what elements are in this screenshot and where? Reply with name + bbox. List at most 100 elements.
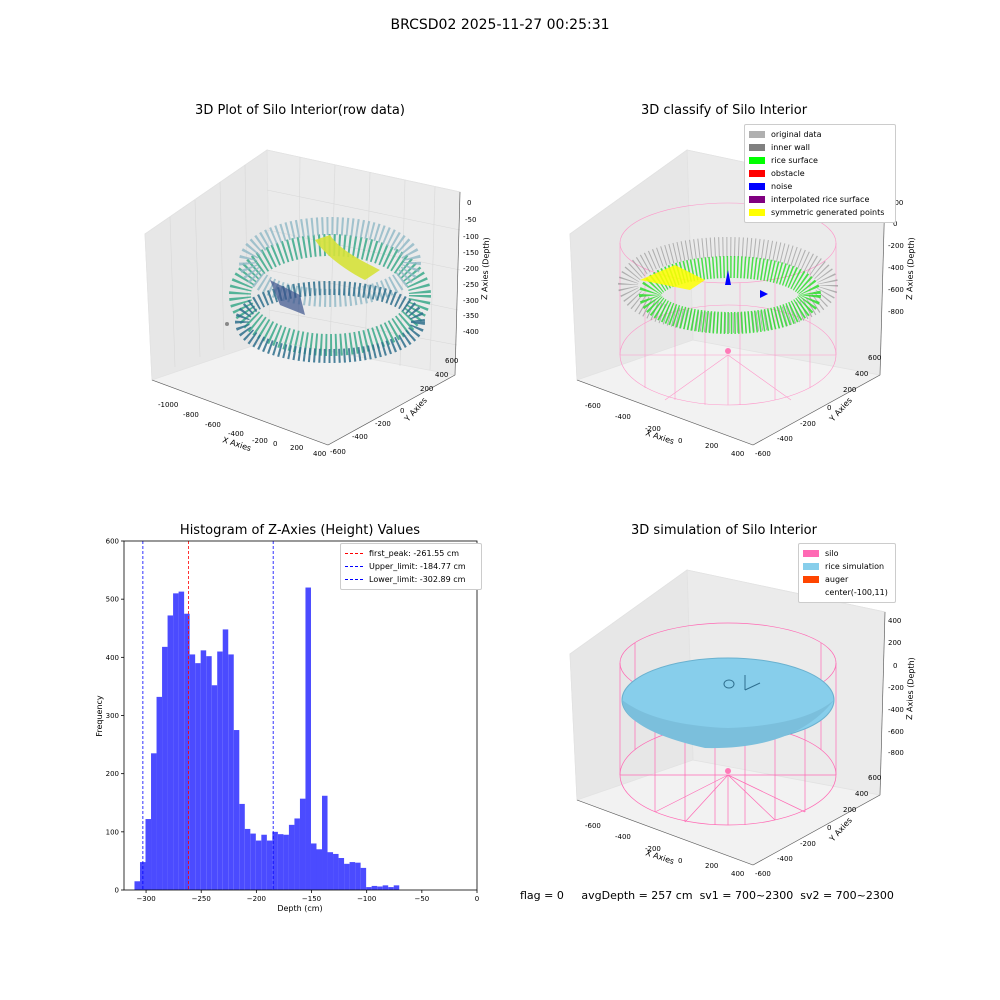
histogram-x-tick-label: −250 <box>192 895 211 903</box>
svg-text:200: 200 <box>705 442 718 450</box>
histogram-bar <box>294 818 300 890</box>
svg-text:200: 200 <box>843 806 856 814</box>
simulation-x-ticks: -600 -400 -200 0 200 400 <box>585 822 744 878</box>
legend-entry: noise <box>749 180 891 193</box>
histogram-x-tick-label: −200 <box>247 895 266 903</box>
legend-entry: inner wall <box>749 141 891 154</box>
legend-label: Lower_limit: -302.89 cm <box>369 575 466 584</box>
raw-z-ticks: 0 -50 -100 -150 -200 -250 -300 -350 -400 <box>463 199 479 336</box>
legend-entry: first_peak: -261.55 cm <box>345 547 477 560</box>
legend-swatch <box>749 131 765 138</box>
classify-x-ticks: -600 -400 -200 0 200 400 <box>585 402 744 458</box>
svg-text:600: 600 <box>445 357 458 365</box>
classify-y-ticks: -600 -400 -200 0 200 400 600 <box>755 354 881 458</box>
histogram-bar <box>344 863 350 890</box>
svg-text:-400: -400 <box>228 430 244 438</box>
histogram-bar <box>167 615 174 890</box>
histogram-bar <box>322 795 328 890</box>
legend-swatch <box>749 157 765 164</box>
legend-swatch <box>803 550 819 557</box>
simulation-auger <box>723 675 761 691</box>
histogram-y-tick-label: 0 <box>115 887 119 895</box>
svg-text:400: 400 <box>855 370 868 378</box>
status-line: flag = 0 avgDepth = 257 cm sv1 = 700~230… <box>520 889 894 902</box>
legend-swatch <box>803 576 819 583</box>
histogram-bar <box>250 833 256 890</box>
legend-entry: auger <box>803 573 891 586</box>
svg-text:-800: -800 <box>888 308 904 316</box>
histogram-bar <box>360 867 367 890</box>
histogram-bar <box>178 591 185 890</box>
svg-text:-200: -200 <box>888 684 904 692</box>
histogram-y-label: Frequency <box>95 695 104 737</box>
svg-text:400: 400 <box>888 617 901 625</box>
legend-label: symmetric generated points <box>771 208 885 217</box>
histogram-bar <box>288 824 295 890</box>
raw-x-ticks: -1000 -800 -600 -400 -200 0 200 400 <box>158 401 326 458</box>
classify-z-ticks: 200 0 -200 -400 -600 -800 <box>888 199 904 316</box>
legend-line-sample <box>345 553 363 554</box>
svg-text:0: 0 <box>273 440 277 448</box>
histogram-bar <box>189 654 196 890</box>
svg-text:-600: -600 <box>755 450 771 458</box>
histogram-bar <box>388 887 394 890</box>
raw-axis-lines <box>151 191 461 446</box>
svg-text:-600: -600 <box>888 286 904 294</box>
svg-text:-200: -200 <box>800 420 816 428</box>
histogram-bar <box>217 651 223 890</box>
svg-text:200: 200 <box>420 385 433 393</box>
histogram-bar <box>382 885 389 890</box>
classify-plot-title: 3D classify of Silo Interior <box>640 103 808 118</box>
classify-silo-wireframe <box>619 202 837 406</box>
histogram-bar <box>333 853 339 890</box>
svg-text:0: 0 <box>467 199 471 207</box>
svg-text:-300: -300 <box>463 297 479 305</box>
legend-label: noise <box>771 182 793 191</box>
svg-text:400: 400 <box>435 371 448 379</box>
svg-text:-150: -150 <box>463 249 479 257</box>
histogram-y-tick-label: 600 <box>106 538 119 546</box>
histogram-bar <box>233 730 240 890</box>
svg-text:-600: -600 <box>888 728 904 736</box>
histogram-bar <box>255 840 262 890</box>
histogram-bar <box>184 613 190 890</box>
histogram-x-tick-label: −300 <box>136 895 155 903</box>
svg-text:-200: -200 <box>375 420 391 428</box>
svg-text:-250: -250 <box>463 281 479 289</box>
histogram-bar <box>206 656 212 890</box>
svg-text:-200: -200 <box>645 845 661 853</box>
legend-swatch <box>749 170 765 177</box>
figure-title: BRCSD02 2025-11-27 00:25:31 <box>390 17 610 33</box>
histogram-y-tick-label: 400 <box>106 654 119 662</box>
histogram-bar <box>272 831 278 890</box>
histogram-x-tick-label: −150 <box>302 895 321 903</box>
raw-plot-title: 3D Plot of Silo Interior(row data) <box>195 103 405 118</box>
legend-swatch <box>749 144 765 151</box>
simulation-y-ticks: -600 -400 -200 0 200 400 600 <box>755 774 881 878</box>
histogram-chart: −300 −250 −200 −150 −100 −50 0 0 100 200 300 400 50… <box>95 538 479 914</box>
legend-swatch <box>749 196 765 203</box>
svg-text:-600: -600 <box>585 402 601 410</box>
legend-entry: interpolated rice surface <box>749 193 891 206</box>
raw-3d-plot: -1000 -800 -600 -400 -200 0 200 400 X Ax… <box>144 149 491 458</box>
legend-line-sample <box>345 566 363 567</box>
svg-text:-350: -350 <box>463 312 479 320</box>
svg-text:200: 200 <box>843 386 856 394</box>
histogram-x-label: Depth (cm) <box>277 904 322 913</box>
histogram-x-tick-label: −50 <box>414 895 429 903</box>
raw-y-ticks: -600 -400 -200 0 200 400 600 <box>330 357 458 456</box>
legend-label: auger <box>825 575 849 584</box>
histogram-bar <box>195 663 201 890</box>
histogram-bar <box>305 587 311 890</box>
histogram-bar <box>244 828 251 890</box>
raw-point-cloud <box>225 217 431 363</box>
histogram-bar <box>145 819 152 890</box>
legend-label: interpolated rice surface <box>771 195 870 204</box>
legend-entry: silo <box>803 547 891 560</box>
histogram-bar <box>283 834 289 890</box>
legend-line-sample <box>345 579 363 580</box>
svg-text:-1000: -1000 <box>158 401 178 409</box>
simulation-plot-title: 3D simulation of Silo Interior <box>631 523 817 538</box>
svg-text:600: 600 <box>868 354 881 362</box>
svg-text:-800: -800 <box>183 411 199 419</box>
